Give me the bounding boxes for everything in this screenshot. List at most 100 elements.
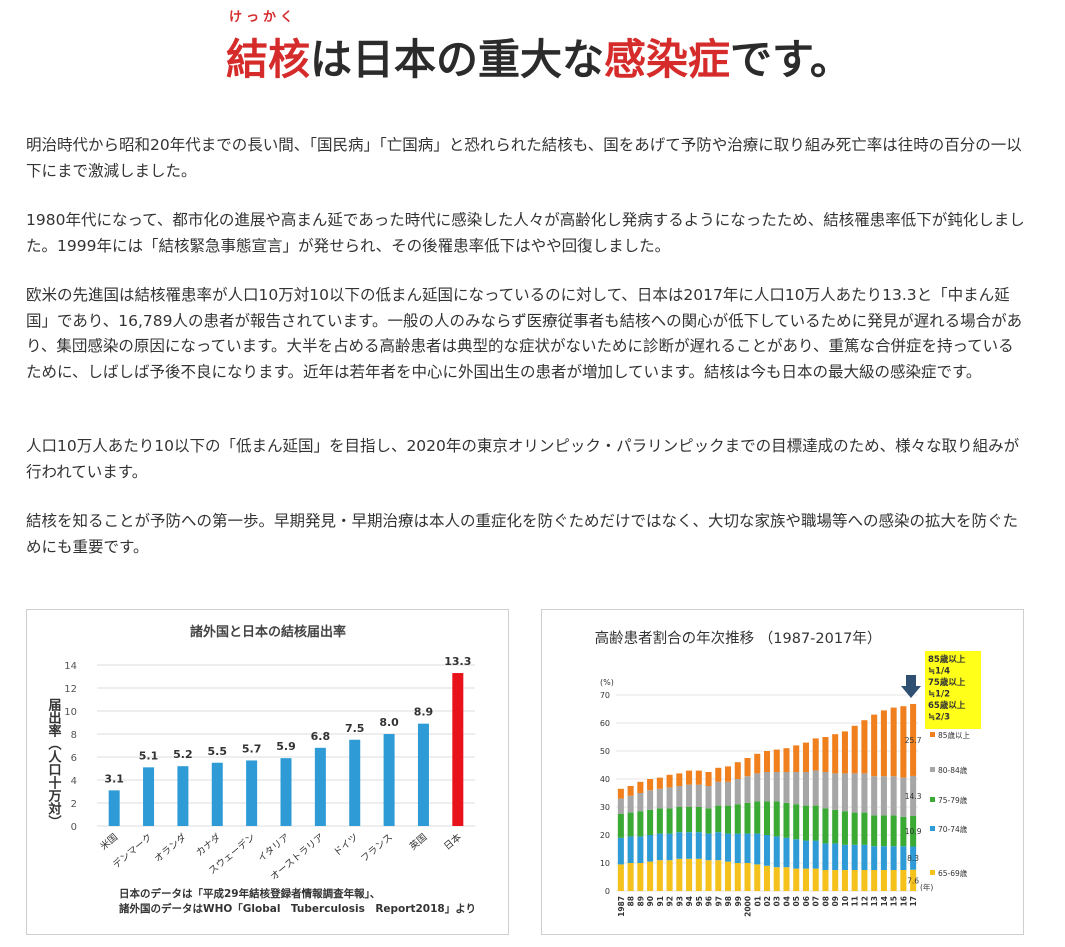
chart1-value-label: 3.1 (104, 772, 124, 785)
chart2-bar-segment (841, 811, 848, 845)
chart2-category-label: 88 (627, 896, 636, 906)
chart2-bar-segment (676, 807, 683, 833)
chart2-category-label: 07 (812, 896, 821, 906)
chart2-bar-segment (890, 776, 897, 816)
chart2-bar-segment (715, 781, 722, 806)
chart2-bar-segment (754, 753, 761, 774)
paragraph-prevention: 結核を知ることが予防への第一歩。早期発見・早期治療は本人の重症化を防ぐためだけで… (26, 512, 1019, 556)
chart2-ytick-label: 20 (600, 831, 610, 840)
chart2-legend-label: 85歳以上 (938, 730, 971, 740)
chart2-bar-segment (656, 833, 663, 861)
chart2-category-label: 16 (899, 896, 908, 906)
chart2-legend-swatch (930, 797, 935, 802)
title-text-end: です。 (730, 35, 852, 84)
chart1-bar (143, 767, 155, 826)
chart2-bar-segment (851, 773, 858, 813)
chart2-category-label: 17 (909, 896, 918, 906)
chart2-bar-segment (734, 779, 741, 805)
chart2-bar-segment (841, 870, 848, 891)
chart2-bar-segment (666, 787, 673, 809)
chart2-bar-segment (763, 801, 771, 835)
chart2-bar-segment (841, 844, 848, 870)
chart1-ytick-label: 8 (71, 730, 77, 741)
chart2-bar-segment (754, 833, 761, 865)
chart1-value-label: 7.5 (345, 722, 365, 735)
chart2-category-label: 13 (870, 896, 879, 906)
chart2-bar-segment (783, 837, 790, 868)
chart2-callout-text: 65歳以上 (928, 700, 966, 711)
chart2-category-label: 15 (890, 896, 899, 906)
chart2-bar-segment (715, 832, 722, 861)
chart2-callout-text: ≒2/3 (928, 713, 950, 723)
chart2-callout-text: 75歳以上 (928, 677, 966, 688)
chart2-bar-segment (822, 870, 829, 891)
chart2-bar-segment (695, 807, 702, 833)
chart1-value-label: 5.2 (173, 748, 193, 761)
chart2-bar-segment (880, 776, 887, 816)
chart2-ytick-label: 60 (600, 719, 610, 728)
chart1-title: 諸外国と日本の結核届出率 (190, 624, 346, 640)
chart2-bar-segment (686, 784, 693, 807)
chart2-bar-segment (705, 772, 712, 786)
chart2-category-label: 91 (656, 896, 665, 906)
chart2-bar-segment (744, 776, 751, 803)
chart2-bar-segment (725, 781, 732, 806)
chart2-ylabel: (%) (600, 678, 614, 687)
chart2-category-label: 01 (753, 896, 762, 906)
chart2-category-label: 2000 (744, 896, 753, 917)
chart1-value-label: 5.9 (276, 740, 296, 753)
chart2-bar-segment (715, 805, 722, 833)
chart2-bar-segment (666, 774, 673, 788)
chart2-bar-segment (802, 772, 809, 806)
chart2-bar-segment (705, 833, 712, 861)
chart2-bar-segment (627, 812, 634, 837)
chart1-category-label: フランス (359, 832, 395, 865)
chart2-bar-segment (832, 809, 839, 844)
chart2-bar-segment (695, 858, 702, 891)
chart2-bar-segment (744, 863, 751, 891)
chart2-bar-segment (900, 777, 907, 817)
chart2-bar-segment (851, 870, 858, 891)
chart2-bar-segment (900, 816, 907, 847)
chart2-bar-segment (871, 870, 878, 891)
chart1-value-label: 5.5 (208, 745, 228, 758)
chart2-ytick-label: 70 (600, 691, 610, 700)
chart2-callout-text: ≒1/2 (928, 690, 950, 700)
chart2-category-label: 05 (792, 896, 801, 906)
chart2-bar-segment (627, 795, 634, 813)
chart2-bar-segment (861, 812, 868, 845)
chart2-legend-swatch (930, 732, 935, 737)
chart2-bar-segment (910, 815, 917, 847)
chart2-ytick-label: 30 (600, 803, 610, 812)
chart1-category-label: ドイツ (332, 832, 361, 859)
chart1-value-label: 13.3 (444, 655, 471, 668)
chart1-ytick-label: 14 (64, 661, 77, 672)
chart2-ytick-label: 50 (600, 747, 610, 756)
chart2-category-label: 04 (782, 896, 791, 906)
chart2-bar-segment (656, 808, 663, 834)
chart2-bar-segment (725, 766, 732, 782)
chart2-bar-segment (832, 843, 839, 870)
chart2-bar-segment (822, 808, 829, 844)
chart2-bar-segment (871, 714, 878, 777)
chart2-bar-segment (841, 773, 848, 812)
chart2-bar-segment (851, 812, 858, 845)
paragraph-history: 明治時代から昭和20年代までの長い間、「国民病」「亡国病」と恐れられた結核も、国… (26, 136, 1022, 180)
chart2-bar-segment (793, 745, 800, 772)
chart2-bar-segment (802, 805, 809, 841)
chart2-bar-segment (686, 832, 693, 859)
chart2-bar-segment (773, 801, 780, 837)
chart2-bar-segment (763, 835, 771, 866)
chart2-bar-segment (812, 840, 819, 869)
chart2-bar-segment (783, 772, 790, 803)
chart1-bar (452, 673, 464, 826)
chart2-bar-segment (617, 814, 624, 838)
chart-notification-rate: 諸外国と日本の結核届出率 0 2 4 6 8 10 12 14 届出率（人口十万対） 3.1 米国 5.… (26, 609, 509, 935)
chart2-legend-label: 70-74歳 (938, 824, 968, 834)
chart2-bar-segment (686, 807, 693, 833)
chart2-bar-segment (793, 804, 800, 840)
chart2-end-label: 14.3 (905, 792, 922, 801)
chart2-category-label: 11 (851, 896, 860, 906)
chart1-bar (211, 762, 223, 826)
chart2-bar-segment (617, 864, 624, 891)
